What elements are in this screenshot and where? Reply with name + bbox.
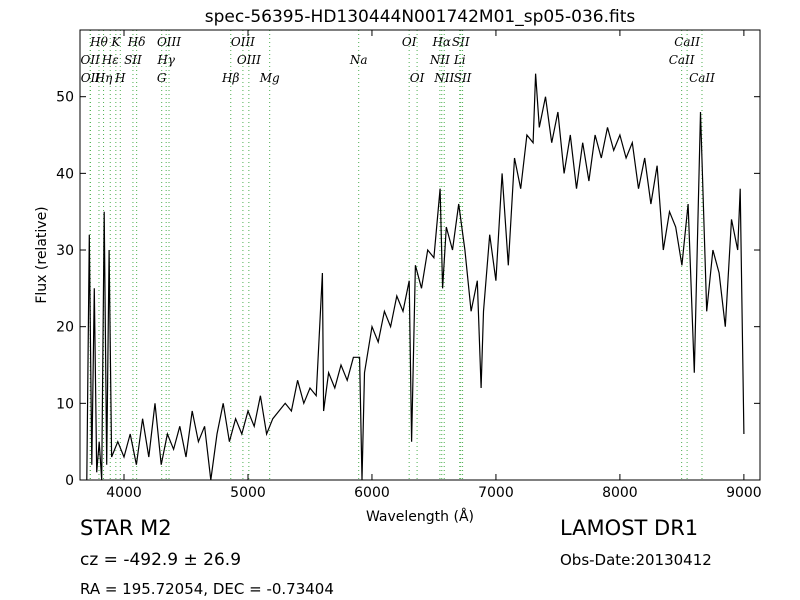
x-tick-label: 6000 (354, 485, 390, 501)
survey-label: LAMOST DR1 (560, 516, 698, 540)
spectral-line-label: OI (410, 71, 425, 85)
chart-title: spec-56395-HD130444N001742M01_sp05-036.f… (205, 7, 636, 27)
x-tick-label: 9000 (726, 485, 762, 501)
spectral-line-label: K (110, 35, 121, 49)
date-label: Obs-Date:20130412 (560, 551, 712, 569)
class-label: STAR M2 (80, 516, 172, 540)
y-tick-label: 40 (56, 166, 74, 182)
spectral-line-label: Na (349, 53, 368, 67)
spectrum-line (86, 73, 745, 481)
spectral-line-label: OII (81, 53, 101, 67)
y-tick-label: 20 (56, 320, 74, 336)
spectral-line-label: OIII (231, 35, 255, 49)
redshift-label: cz = -492.9 ± 26.9 (80, 550, 241, 570)
spectral-line-label: SII (124, 53, 142, 67)
y-tick-label: 10 (56, 396, 74, 412)
spectral-line-label: CaII (674, 35, 700, 49)
spectral-line-label: Hε (101, 53, 119, 67)
spectral-line-label: OII (81, 71, 101, 85)
x-tick-label: 7000 (478, 485, 514, 501)
spectral-line-label: NII (429, 53, 450, 67)
spectral-line-label: NII (433, 71, 454, 85)
plot-frame (79, 29, 761, 481)
spectral-line-label: Hγ (156, 53, 175, 67)
y-tick-label: 50 (56, 90, 74, 106)
spectral-line-label: OI (402, 35, 417, 49)
spectral-line-label: H (114, 71, 126, 85)
y-axis-label: Flux (relative) (34, 206, 50, 303)
x-tick-label: 5000 (230, 485, 266, 501)
spectral-line-label: Mg (259, 71, 280, 85)
spectral-line-label: SII (454, 71, 472, 85)
spectral-line-label: OIII (157, 35, 181, 49)
spectral-line-label: Li (453, 53, 466, 67)
spectral-line-label: Hθ (89, 35, 108, 49)
spectral-line-label: Hη (94, 71, 113, 85)
y-tick-label: 0 (65, 473, 74, 489)
spectral-line-label: Hα (431, 35, 451, 49)
x-tick-label: 4000 (106, 485, 142, 501)
spectral-line-label: OIII (237, 53, 261, 67)
y-tick-label: 30 (56, 243, 74, 259)
x-tick-label: 8000 (602, 485, 638, 501)
spectral-line-label: CaII (689, 71, 715, 85)
spectral-line-label: CaII (669, 53, 695, 67)
spectral-line-label: G (157, 71, 167, 85)
coords-label: RA = 195.72054, DEC = -0.73404 (80, 580, 334, 598)
spectral-line-label: SII (452, 35, 470, 49)
spectral-line-label: Hδ (127, 35, 146, 49)
spectral-line-label: Hβ (221, 71, 239, 85)
x-axis-label: Wavelength (Å) (366, 508, 474, 525)
